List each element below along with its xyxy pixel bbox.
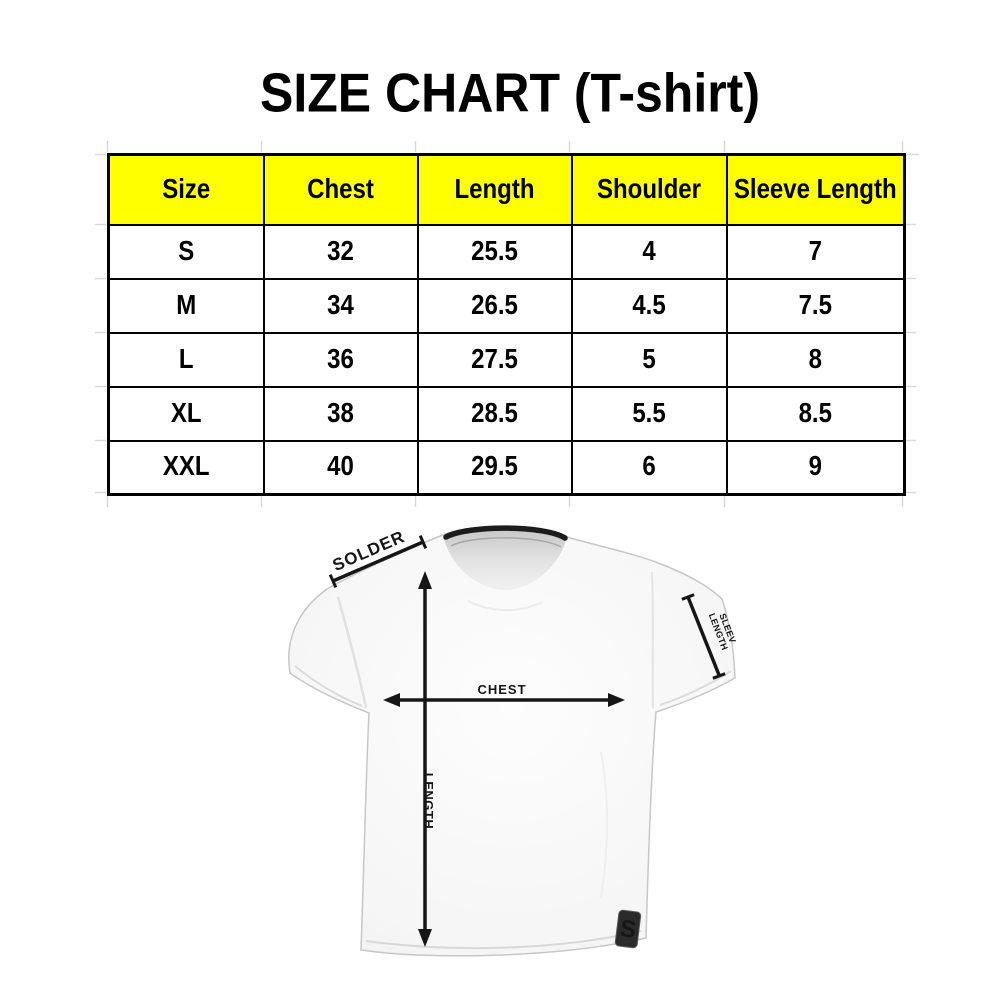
tshirt-body [288,526,736,957]
brand-tag-box [614,909,642,949]
cell-text: 38 [327,397,354,429]
table-row-m: M 34 26.5 4.5 7.5 [107,277,906,334]
chest-label: CHEST [477,682,526,697]
header-label: Chest [307,173,374,205]
cell-text: 8 [808,343,822,375]
cell-text: 7 [808,235,822,267]
cell-text: M [176,289,197,321]
table-cell: 38 [262,385,419,442]
table-cell: 36 [262,331,419,388]
table-cell: 28.5 [416,385,573,442]
cell-text: 36 [327,343,354,375]
table-cell: 6 [570,439,728,496]
cell-text: 40 [327,451,354,483]
page-title-text: SIZE CHART (T-shirt) [260,62,760,124]
cell-text: 32 [327,235,354,267]
tshirt-graphic: S [288,525,736,957]
table-cell: 4.5 [570,277,728,334]
cell-text: 8.5 [798,397,832,429]
table-row-xl: XL 38 28.5 5.5 8.5 [107,385,906,442]
header-cell-sleeve-length: Sleeve Length [725,153,906,226]
table-cell: 8.5 [725,385,906,442]
cell-text: 25.5 [471,235,518,267]
table-cell: 34 [262,277,419,334]
table-cell: 7.5 [725,277,906,334]
cell-text: 26.5 [471,289,518,321]
cell-text: 4 [642,235,656,267]
header-cell-chest: Chest [262,153,419,226]
table-cell: 29.5 [416,439,573,496]
table-row-s: S 32 25.5 4 7 [107,223,906,280]
cell-text: L [178,343,194,375]
cell-text: 7.5 [798,289,832,321]
table-cell: 5 [570,331,728,388]
spreadsheet-gridline-stubs [95,141,919,507]
header-cell-length: Length [416,153,573,226]
cell-text: 4.5 [632,289,666,321]
brand-tag-letter: S [618,915,637,944]
table-cell: 7 [725,223,906,280]
cell-text: S [178,235,195,267]
cell-text: 34 [327,289,354,321]
table-header-row: Size Chest Length Shoulder Sleeve Length [107,153,906,226]
table-cell: XL [107,385,265,442]
length-arrow [418,571,432,947]
table-cell: L [107,331,265,388]
table-cell: 32 [262,223,419,280]
cell-text: 27.5 [471,343,518,375]
size-chart-table: Size Chest Length Shoulder Sleeve Length… [107,153,906,496]
cell-text: 5 [642,343,656,375]
neck-opening [443,526,567,590]
header-label: Sleeve Length [733,173,897,205]
cell-text: 6 [642,451,656,483]
cell-text: 5.5 [632,397,666,429]
table-cell: 26.5 [416,277,573,334]
length-label: LENGTH [421,773,436,829]
table-cell: 40 [262,439,419,496]
header-label: Length [454,173,535,205]
measurement-arrows [328,534,726,947]
table-cell: 9 [725,439,906,496]
table-cell: 5.5 [570,385,728,442]
table-cell: 27.5 [416,331,573,388]
cell-text: 9 [808,451,822,483]
cell-text: 28.5 [471,397,518,429]
collar-band [443,525,568,541]
table-cell: S [107,223,265,280]
chest-arrow [383,693,625,707]
table-cell: 25.5 [416,223,573,280]
sleeve-dimension-line [681,593,726,680]
table-row-l: L 36 27.5 5 8 [107,331,906,388]
table-cell: M [107,277,265,334]
shoulder-dimension-line [328,534,428,589]
cell-text: 29.5 [471,451,518,483]
table-row-xxl: XXL 40 29.5 6 9 [107,439,906,496]
header-label: Shoulder [596,173,701,205]
header-label: Size [162,173,211,205]
collar-inner-seam [450,537,562,548]
page-title: SIZE CHART (T-shirt) [10,62,1000,124]
table-cell: XXL [107,439,265,496]
fabric-seam-lines [294,571,732,950]
header-cell-size: Size [107,153,265,226]
cell-text: XL [170,397,202,429]
table-cell: 8 [725,331,906,388]
table-cell: 4 [570,223,728,280]
brand-tag: S [614,909,642,949]
cell-text: XXL [162,451,210,483]
header-cell-shoulder: Shoulder [570,153,728,226]
